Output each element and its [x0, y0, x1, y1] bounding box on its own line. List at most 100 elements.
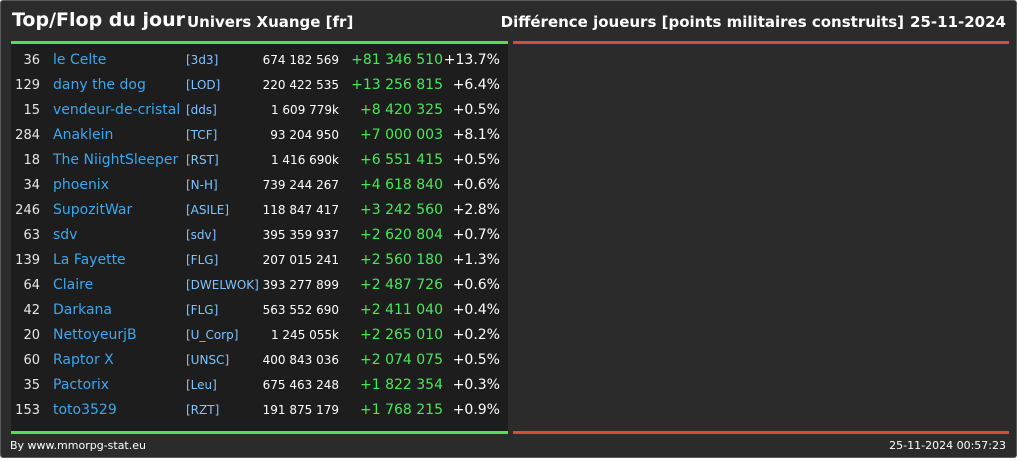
- player-link[interactable]: Darkana: [53, 302, 113, 318]
- alliance-tag[interactable]: [3d3]: [186, 53, 219, 67]
- points-value: 739 244 267: [262, 178, 339, 192]
- alliance-tag[interactable]: [RST]: [186, 153, 219, 167]
- delta-value: +2 620 804: [360, 227, 443, 243]
- player-link[interactable]: Anaklein: [53, 127, 114, 143]
- points-value: 191 875 179: [262, 403, 339, 417]
- alliance-tag[interactable]: [TCF]: [186, 128, 218, 142]
- delta-value: +8 420 325: [360, 102, 443, 118]
- flop-divider-bottom: [513, 431, 1009, 434]
- points-value: 400 843 036: [262, 353, 339, 367]
- list-item: 246 SupozitWar [ASILE] 118 847 417 +3 24…: [11, 198, 508, 223]
- points-value: 93 204 950: [270, 128, 339, 142]
- player-link[interactable]: Pactorix: [53, 377, 110, 393]
- percent-value: +6.4%: [452, 77, 500, 93]
- source-link[interactable]: By www.mmorpg-stat.eu: [10, 439, 146, 452]
- percent-value: +0.7%: [452, 227, 500, 243]
- player-link[interactable]: La Fayette: [53, 252, 126, 268]
- metric-label: Différence joueurs [points militaires co…: [500, 13, 904, 31]
- rank: 129: [15, 78, 40, 93]
- list-item: 36 le Celte [3d3] 674 182 569 +81 346 51…: [11, 48, 508, 73]
- alliance-tag[interactable]: [LOD]: [186, 78, 221, 92]
- points-value: 1 609 779k: [270, 103, 339, 117]
- points-value: 1 245 055k: [270, 328, 339, 342]
- percent-value: +13.7%: [443, 52, 500, 68]
- percent-value: +0.3%: [452, 377, 500, 393]
- top-panel: [11, 41, 508, 431]
- delta-value: +2 074 075: [360, 352, 443, 368]
- points-value: 563 552 690: [262, 303, 339, 317]
- percent-value: +0.6%: [452, 277, 500, 293]
- alliance-tag[interactable]: [FLG]: [186, 303, 219, 317]
- alliance-tag[interactable]: [ASILE]: [186, 203, 229, 217]
- points-value: 395 359 937: [262, 228, 339, 242]
- percent-value: +0.5%: [452, 102, 500, 118]
- date-label: 25-11-2024: [910, 13, 1006, 31]
- top-divider-top: [11, 41, 508, 44]
- percent-value: +1.3%: [452, 252, 500, 268]
- top-list: 36 le Celte [3d3] 674 182 569 +81 346 51…: [11, 48, 508, 423]
- player-link[interactable]: The NiightSleeper: [53, 152, 179, 168]
- rank: 42: [23, 303, 40, 318]
- page-title: Top/Flop du jour: [12, 9, 185, 31]
- rank: 60: [23, 353, 40, 368]
- delta-value: +1 768 215: [360, 402, 443, 418]
- universe-label: Univers Xuange [fr]: [187, 13, 354, 31]
- points-value: 1 416 690k: [270, 153, 339, 167]
- alliance-tag[interactable]: [RZT]: [186, 403, 220, 417]
- alliance-tag[interactable]: [DWELWOK]: [186, 278, 259, 292]
- generated-timestamp: 25-11-2024 00:57:23: [889, 439, 1006, 452]
- rank: 63: [23, 228, 40, 243]
- rank: 20: [23, 328, 40, 343]
- player-link[interactable]: phoenix: [53, 177, 109, 193]
- percent-value: +0.2%: [452, 327, 500, 343]
- player-link[interactable]: SupozitWar: [53, 202, 133, 218]
- player-link[interactable]: Claire: [53, 277, 94, 293]
- player-link[interactable]: toto3529: [53, 402, 117, 418]
- player-link[interactable]: vendeur-de-cristal: [53, 102, 181, 118]
- flop-panel: [513, 41, 1009, 431]
- rank: 35: [23, 378, 40, 393]
- player-link[interactable]: dany the dog: [53, 77, 146, 93]
- list-item: 60 Raptor X [UNSC] 400 843 036 +2 074 07…: [11, 348, 508, 373]
- alliance-tag[interactable]: [FLG]: [186, 253, 219, 267]
- rank: 139: [15, 253, 40, 268]
- delta-value: +2 265 010: [360, 327, 443, 343]
- points-value: 393 277 899: [262, 278, 339, 292]
- delta-value: +13 256 815: [351, 77, 443, 93]
- list-item: 153 toto3529 [RZT] 191 875 179 +1 768 21…: [11, 398, 508, 423]
- alliance-tag[interactable]: [N-H]: [186, 178, 218, 192]
- alliance-tag[interactable]: [Leu]: [186, 378, 217, 392]
- rank: 15: [23, 103, 40, 118]
- player-link[interactable]: Raptor X: [53, 352, 114, 368]
- top-divider-bottom: [11, 431, 508, 434]
- rank: 64: [23, 278, 40, 293]
- player-link[interactable]: NettoyeurjB: [53, 327, 137, 343]
- points-value: 118 847 417: [262, 203, 339, 217]
- list-item: 15 vendeur-de-cristal [dds] 1 609 779k +…: [11, 98, 508, 123]
- delta-value: +3 242 560: [360, 202, 443, 218]
- alliance-tag[interactable]: [dds]: [186, 103, 217, 117]
- points-value: 674 182 569: [262, 53, 339, 67]
- delta-value: +2 560 180: [360, 252, 443, 268]
- delta-value: +7 000 003: [360, 127, 443, 143]
- list-item: 34 phoenix [N-H] 739 244 267 +4 618 840 …: [11, 173, 508, 198]
- percent-value: +0.9%: [452, 402, 500, 418]
- alliance-tag[interactable]: [sdv]: [186, 228, 217, 242]
- player-link[interactable]: le Celte: [53, 52, 107, 68]
- percent-value: +0.5%: [452, 352, 500, 368]
- percent-value: +0.6%: [452, 177, 500, 193]
- list-item: 64 Claire [DWELWOK] 393 277 899 +2 487 7…: [11, 273, 508, 298]
- delta-value: +81 346 510: [351, 52, 443, 68]
- alliance-tag[interactable]: [U_Corp]: [186, 328, 239, 342]
- list-item: 284 Anaklein [TCF] 93 204 950 +7 000 003…: [11, 123, 508, 148]
- delta-value: +1 822 354: [360, 377, 443, 393]
- rank: 36: [23, 53, 40, 68]
- flop-divider-top: [513, 41, 1009, 44]
- player-link[interactable]: sdv: [53, 227, 78, 243]
- percent-value: +0.5%: [452, 152, 500, 168]
- alliance-tag[interactable]: [UNSC]: [186, 353, 230, 367]
- rank: 284: [15, 128, 40, 143]
- delta-value: +4 618 840: [360, 177, 443, 193]
- rank: 18: [23, 153, 40, 168]
